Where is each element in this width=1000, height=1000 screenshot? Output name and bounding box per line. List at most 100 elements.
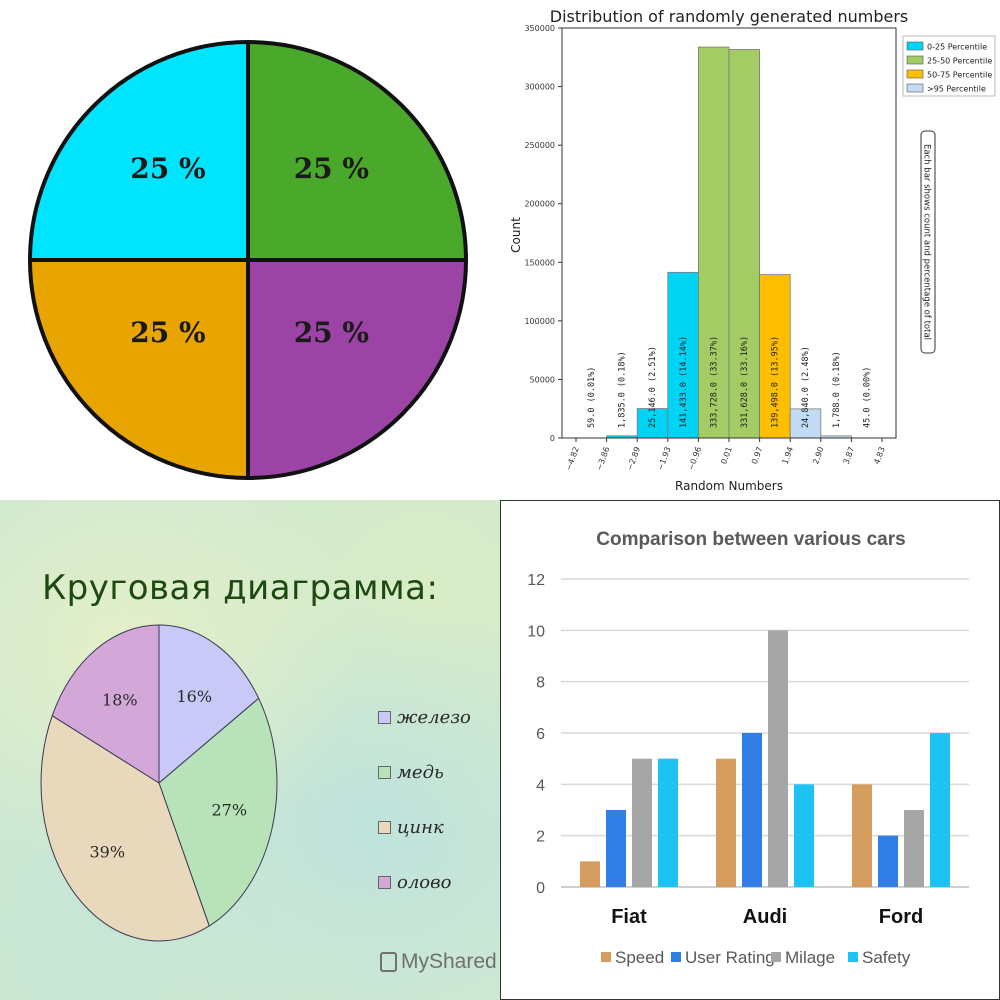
histogram-annotation: Each bar shows count and percentage of t…: [920, 130, 936, 354]
legend-swatch: [601, 952, 611, 962]
car-bar: [742, 733, 762, 887]
legend-entry: цинк: [378, 817, 444, 838]
legend-entry: 25-50 Percentile: [927, 57, 992, 66]
pie-slice: [27, 258, 250, 481]
pie-slice: [27, 39, 250, 262]
bar-value-label: 141,433.0 (14.14%): [679, 336, 689, 428]
y-tick-label: 0: [536, 880, 545, 897]
annotation-text: Each bar shows count and percentage of t…: [922, 144, 932, 340]
category-label: Ford: [879, 906, 923, 928]
x-tick-label: 4.83: [872, 446, 887, 466]
y-tick-label: 10: [527, 623, 545, 640]
legend-label: Milage: [785, 948, 835, 967]
y-tick-label: 4: [536, 777, 545, 794]
bar-value-label: 59.0 (0.01%): [587, 367, 597, 428]
pie-slice-label: 25 %: [130, 152, 206, 186]
x-tick-label: −0.96: [686, 446, 703, 472]
x-tick-label: −4.82: [564, 446, 581, 472]
bar-value-label: 25,146.0 (2.51%): [648, 346, 658, 428]
metals-pie-title: Круговая диаграмма:: [42, 568, 439, 608]
y-tick-label: 2: [536, 829, 545, 846]
pie-percent-label: 18%: [102, 690, 138, 709]
legend-label: Safety: [862, 948, 911, 967]
legend-entry: 0-25 Percentile: [927, 43, 987, 52]
legend-label: олово: [397, 872, 452, 893]
legend-swatch: [848, 952, 858, 962]
histogram-bar: [667, 271, 699, 439]
legend-swatch: [378, 821, 391, 834]
bar-value-label: 24,840.0 (2.48%): [801, 346, 811, 428]
y-tick-label: 12: [527, 572, 545, 589]
quarter-pie-chart: [27, 39, 469, 481]
pie-slice-label: 25 %: [293, 152, 370, 186]
y-tick-label: 8: [536, 675, 545, 692]
histogram-legend: 0-25 Percentile 25-50 Percentile 50-75 Per…: [902, 35, 996, 97]
y-tick-label: 50000: [530, 375, 555, 384]
legend-label: User Rating: [685, 948, 775, 967]
y-axis-label: Count: [509, 217, 523, 253]
cars-chart-panel: Comparison between various cars 0 2 4 6 8 10 12…: [500, 500, 1000, 1000]
histogram-bar: [636, 408, 669, 439]
x-tick-label: −1.93: [656, 446, 673, 472]
legend-swatch: [771, 952, 781, 962]
car-bar: [580, 861, 600, 887]
car-bar: [716, 758, 736, 887]
histogram-bar: [759, 274, 791, 439]
cars-bar-chart: Comparison between various cars 0 2 4 6 8 10 12…: [527, 529, 969, 967]
y-tick-label: 150000: [524, 258, 555, 267]
watermark-text: MyShared: [401, 950, 497, 973]
watermark-icon: [380, 952, 397, 972]
legend-label: железо: [397, 707, 471, 728]
legend-label: Speed: [615, 948, 664, 967]
bar-value-label: 1,788.0 (0.18%): [832, 351, 842, 428]
y-tick-label: 250000: [524, 141, 555, 150]
histogram-panel: Distribution of randomly generated numbe…: [500, 0, 1000, 500]
car-bar: [606, 810, 626, 887]
pie-slice-label: 25 %: [130, 315, 206, 349]
quarter-pie-panel: 25 % 25 % 25 % 25 %: [0, 0, 500, 500]
histogram-chart: Distribution of randomly generated numbe…: [509, 7, 996, 493]
car-bar: [794, 784, 814, 887]
legend-label: медь: [397, 762, 444, 783]
pie-percent-label: 39%: [89, 842, 125, 861]
legend-swatch: [378, 711, 391, 724]
y-tick-label: 300000: [524, 83, 555, 92]
x-tick-label: −3.86: [595, 446, 612, 472]
bar-value-label: 1,835.0 (0.18%): [618, 351, 628, 428]
y-tick-label: 0: [550, 434, 555, 443]
x-tick-label: 1.94: [781, 446, 796, 466]
y-tick-label: 100000: [524, 317, 555, 326]
y-tick-label: 6: [536, 726, 545, 743]
bar-value-label: 45.0 (0.00%): [862, 367, 872, 428]
x-tick-label: 0.97: [750, 446, 765, 466]
car-bar: [768, 630, 788, 887]
car-bar: [904, 810, 924, 887]
legend-swatch: [378, 876, 391, 889]
car-bar: [878, 835, 898, 887]
histogram-bar: [789, 408, 822, 439]
bar-value-label: 331,628.0 (33.16%): [740, 336, 750, 428]
category-label: Fiat: [611, 906, 647, 928]
pie-slice-label: 25 %: [293, 315, 370, 349]
pie-slice: [246, 39, 469, 262]
car-bar: [852, 784, 872, 887]
pie-slice: [51, 624, 160, 784]
y-tick-label: 200000: [524, 200, 555, 209]
histogram-title: Distribution of randomly generated numbe…: [550, 7, 909, 26]
russian-pie-panel: 16% 27% 39% 18%: [0, 500, 500, 1000]
pie-slice: [158, 697, 278, 927]
car-bar: [658, 758, 678, 887]
legend-entry: медь: [378, 762, 444, 783]
legend-entry: >95 Percentile: [927, 85, 986, 94]
legend-label: цинк: [397, 817, 444, 838]
legend-entry: 50-75 Percentile: [927, 71, 992, 80]
category-label: Audi: [743, 906, 787, 928]
histogram-bar: [728, 49, 761, 439]
pie-slice: [158, 624, 260, 785]
legend-swatch: [378, 766, 391, 779]
legend-entry: олово: [378, 872, 451, 893]
cars-chart-title: Comparison between various cars: [596, 529, 905, 550]
legend-swatch: [671, 952, 681, 962]
legend-entry: железо: [378, 707, 471, 728]
watermark: MyShared: [380, 950, 497, 974]
